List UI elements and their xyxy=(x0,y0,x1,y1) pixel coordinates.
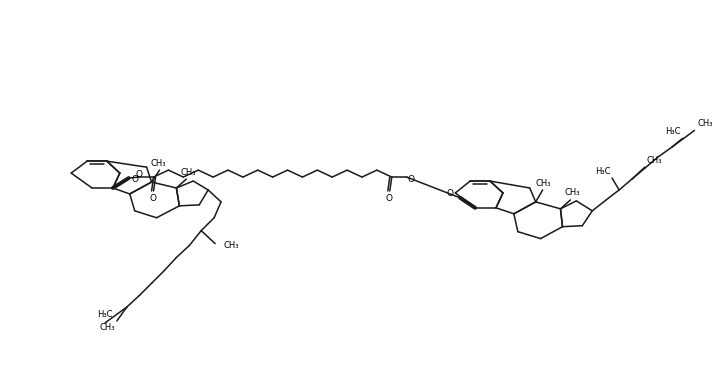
Text: CH₃: CH₃ xyxy=(565,188,580,197)
Text: O: O xyxy=(135,170,142,179)
Text: O: O xyxy=(149,194,156,203)
Text: CH₃: CH₃ xyxy=(647,156,662,165)
Text: H₃C: H₃C xyxy=(98,310,113,319)
Text: CH₃: CH₃ xyxy=(698,119,713,128)
Text: H₃C: H₃C xyxy=(594,167,610,176)
Text: O: O xyxy=(447,189,454,198)
Text: CH₃: CH₃ xyxy=(181,167,196,176)
Text: CH₃: CH₃ xyxy=(99,323,115,332)
Text: O: O xyxy=(407,175,414,184)
Text: CH₃: CH₃ xyxy=(536,179,552,188)
Text: CH₃: CH₃ xyxy=(151,159,166,168)
Text: O: O xyxy=(385,194,393,203)
Text: CH₃: CH₃ xyxy=(223,241,239,250)
Text: H₃C: H₃C xyxy=(665,127,680,136)
Text: O: O xyxy=(131,175,138,184)
